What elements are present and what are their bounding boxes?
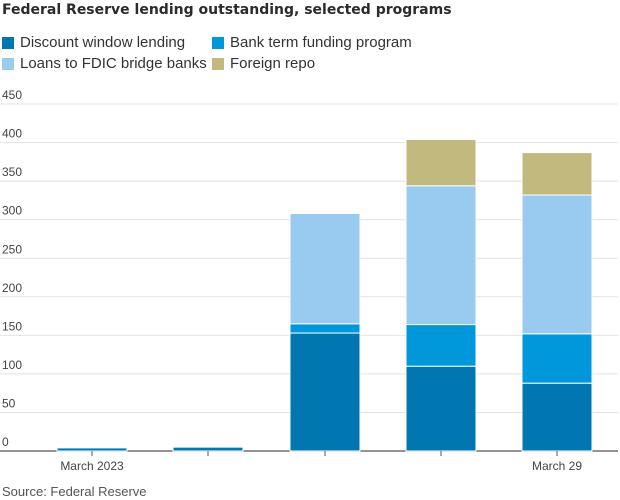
source-note: Source: Federal Reserve [2, 484, 147, 499]
bars [56, 139, 593, 452]
bar-segment-2-1 [289, 323, 361, 334]
bar-segment-3-2 [405, 185, 477, 326]
legend-label-foreign-repo: Foreign repo [230, 55, 316, 72]
y-tick-label: 150 [2, 319, 22, 333]
legend-label-fdic-bridge-banks: Loans to FDIC bridge banks [20, 55, 207, 72]
y-tick-label: 50 [2, 396, 16, 410]
bar-segment-4-2 [521, 194, 593, 335]
x-tick-labels: March 2023 March 29 [60, 451, 582, 473]
legend-label-discount-window: Discount window lending [20, 34, 186, 51]
chart-title: Federal Reserve lending outstanding, sel… [2, 2, 452, 18]
legend-swatch-foreign-repo [212, 57, 224, 70]
bar-segment-4-1 [521, 333, 593, 384]
bar-segment-2-2 [289, 213, 361, 325]
legend-item-foreign-repo: Foreign repo [212, 55, 315, 72]
legend-item-bank-term-funding: Bank term funding program [212, 34, 412, 51]
y-tick-label: 300 [2, 204, 22, 218]
legend-item-fdic-bridge-banks: Loans to FDIC bridge banks [2, 55, 207, 72]
bar-segment-3-1 [405, 324, 477, 367]
legend-swatch-bank-term-funding [212, 36, 224, 49]
bar-segment-0-0 [56, 447, 128, 452]
y-tick-label: 100 [2, 358, 22, 372]
bar-segment-3-0 [405, 365, 477, 452]
y-tick-label: 350 [2, 165, 22, 179]
y-tick-label: 400 [2, 127, 22, 141]
y-tick-label: 200 [2, 281, 22, 295]
legend-item-discount-window: Discount window lending [2, 34, 185, 51]
legend-label-bank-term-funding: Bank term funding program [230, 34, 412, 51]
bar-segment-4-0 [521, 382, 593, 452]
bar-segment-3-3 [405, 139, 477, 187]
bar-segment-1-0 [172, 446, 244, 452]
x-tick-label: March 2023 [60, 459, 124, 473]
bar-segment-4-3 [521, 152, 593, 196]
y-tick-label: 250 [2, 242, 22, 256]
legend-swatch-fdic-bridge-banks [2, 57, 14, 70]
y-tick-labels: 0 50 100 150 200 250 300 350 400 450 [2, 88, 22, 449]
legend-swatch-discount-window [2, 36, 14, 49]
x-tick-label: March 29 [532, 459, 582, 473]
bar-segment-2-0 [289, 332, 361, 452]
y-tick-label: 450 [2, 88, 22, 102]
y-tick-label: 0 [2, 435, 9, 449]
